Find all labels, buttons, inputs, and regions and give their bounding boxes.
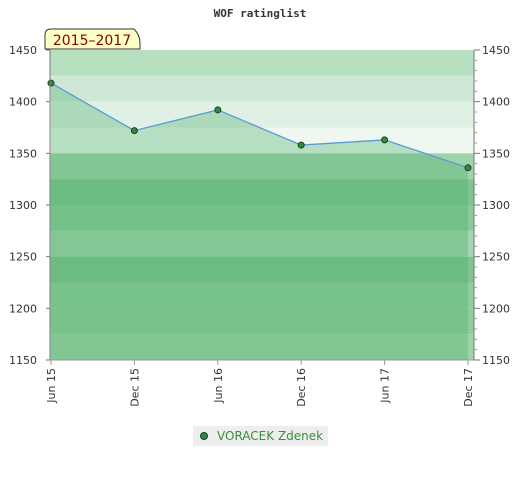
legend-series-label: VORACEK Zdenek (217, 429, 323, 443)
y-tick-label: 1400 (9, 96, 37, 109)
legend-box (193, 426, 328, 446)
y-tick-label-right: 1400 (482, 96, 510, 109)
data-point[interactable] (214, 106, 222, 114)
plot-band (50, 50, 474, 76)
plot-band (50, 75, 474, 102)
x-axis: Jun 15 Dec 15 Jun 16 Dec 16 Jun 17 Dec 17 (45, 360, 475, 407)
data-point[interactable] (47, 79, 55, 87)
y-tick-label-right: 1200 (482, 302, 510, 315)
data-point[interactable] (297, 141, 305, 149)
legend: VORACEK Zdenek (193, 426, 328, 446)
period-badge-label: 2015–2017 (53, 33, 131, 49)
x-tick-label: Jun 15 (45, 368, 58, 404)
period-badge: 2015–2017 (44, 28, 141, 50)
legend-marker-icon (200, 432, 208, 440)
y-axis-left: 1150 1200 1250 1300 1350 1400 1450 (9, 44, 50, 367)
y-tick-label: 1300 (9, 199, 37, 212)
data-point[interactable] (381, 136, 389, 144)
plot-band (50, 153, 474, 180)
x-tick-label: Dec 15 (128, 368, 141, 407)
series-line-path (50, 82, 469, 169)
series-line (50, 82, 469, 169)
y-tick-label: 1250 (9, 251, 37, 264)
y-tick-label-right: 1300 (482, 199, 510, 212)
data-points (47, 79, 472, 172)
data-point[interactable] (130, 127, 138, 135)
plot-band (50, 127, 474, 154)
plot-band (50, 179, 474, 205)
plot-band (50, 230, 474, 257)
area-fill (51, 83, 468, 361)
plot-band (50, 308, 474, 335)
data-point[interactable] (464, 164, 472, 172)
y-tick-label: 1150 (9, 354, 37, 367)
y-tick-label: 1200 (9, 302, 37, 315)
x-tick-label: Dec 17 (462, 368, 475, 407)
chart-title: WOF ratinglist (214, 7, 307, 20)
plot-band (50, 256, 474, 283)
plot-band (50, 205, 474, 231)
x-tick-label: Jun 16 (212, 368, 225, 404)
y-tick-label: 1350 (9, 147, 37, 160)
y-tick-label-right: 1350 (482, 147, 510, 160)
x-tick-label: Jun 17 (379, 368, 392, 404)
plot-band (50, 334, 474, 360)
y-axis-right: 1150 1200 1250 1300 1350 1400 1450 (474, 44, 510, 367)
y-tick-label-right: 1250 (482, 251, 510, 264)
plot-background (50, 50, 474, 360)
y-tick-label-right: 1150 (482, 354, 510, 367)
y-tick-label-right: 1450 (482, 44, 510, 57)
y-tick-label: 1450 (9, 44, 37, 57)
series-area (51, 83, 468, 361)
plot-band (50, 282, 474, 309)
x-tick-label: Dec 16 (295, 368, 308, 407)
